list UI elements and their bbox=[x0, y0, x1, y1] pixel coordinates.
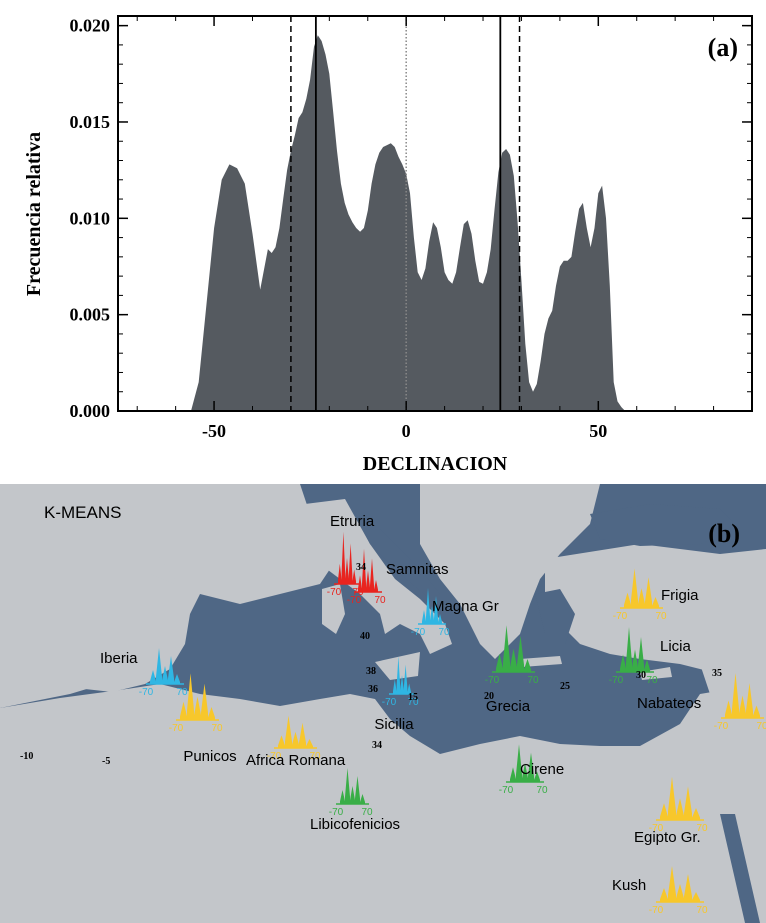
region-label: Magna Gr bbox=[432, 598, 499, 615]
histogram-max-label: 70 bbox=[696, 823, 708, 834]
y-tick-label: 0.000 bbox=[70, 401, 111, 421]
region-label: Africa Romana bbox=[246, 752, 346, 769]
region-label: Etruria bbox=[330, 513, 375, 530]
histogram-8 bbox=[620, 627, 650, 672]
y-tick-label: 0.010 bbox=[70, 208, 111, 228]
reference-number: 34 bbox=[372, 740, 382, 751]
histogram-13 bbox=[660, 776, 700, 820]
region-label: Samnitas bbox=[386, 561, 449, 578]
region-label: Sicilia bbox=[374, 716, 414, 733]
declination-histogram: -50 0 50 0.000 0.005 0.010 0.015 0.020 (a) DEC… bbox=[23, 15, 753, 475]
histogram-0 bbox=[338, 531, 356, 584]
histogram-min-label: -70 bbox=[327, 587, 342, 598]
histogram-min-label: -70 bbox=[382, 697, 397, 708]
histogram-max-label: 70 bbox=[211, 723, 223, 734]
reference-number: 25 bbox=[560, 681, 570, 692]
kmeans-map: -70 70 -70 70 -70 70 -70 70 -70 70 -70 70 -70 70 -70 70… bbox=[0, 484, 766, 923]
reference-number: 36 bbox=[368, 684, 378, 695]
region-label: Punicos bbox=[183, 748, 236, 765]
histogram-max-label: 70 bbox=[527, 675, 539, 686]
histogram-min-label: -70 bbox=[411, 627, 426, 638]
y-tick-label: 0.020 bbox=[70, 16, 111, 36]
reference-number: 38 bbox=[366, 666, 376, 677]
histogram-min-label: -70 bbox=[613, 611, 628, 622]
reference-number: 35 bbox=[712, 668, 722, 679]
histogram-7 bbox=[624, 568, 659, 608]
histogram-max-label: 70 bbox=[646, 675, 658, 686]
histogram-max-label: 70 bbox=[696, 905, 708, 916]
histogram-max-label: 70 bbox=[176, 687, 188, 698]
x-tick-label: 50 bbox=[589, 421, 607, 441]
histogram-min-label: -70 bbox=[329, 807, 344, 818]
y-tick-label: 0.005 bbox=[70, 305, 111, 325]
inner-seas bbox=[360, 504, 760, 923]
reference-lines bbox=[290, 16, 521, 411]
histogram-2 bbox=[422, 588, 442, 624]
histogram-max-label: 70 bbox=[655, 611, 667, 622]
histogram-10 bbox=[278, 715, 313, 748]
reference-number: 15 bbox=[408, 692, 418, 703]
reference-number: 34 bbox=[356, 562, 366, 573]
histogram-min-label: -70 bbox=[649, 905, 664, 916]
histogram-max-label: 70 bbox=[374, 595, 386, 606]
x-axis-label: DECLINACION bbox=[363, 453, 508, 475]
histogram-max-label: 70 bbox=[309, 751, 321, 762]
reference-numbers: -10 -5 34 40 38 36 15 20 25 30 35 34 bbox=[20, 562, 722, 767]
histogram-min-label: -70 bbox=[267, 751, 282, 762]
histogram-max-label: 70 bbox=[536, 785, 548, 796]
histogram-max-label: 70 bbox=[361, 807, 373, 818]
region-label: Grecia bbox=[486, 698, 531, 715]
histogram-14 bbox=[660, 866, 700, 902]
histogram-max-label: 70 bbox=[407, 697, 419, 708]
histogram-min-label: -70 bbox=[649, 823, 664, 834]
reference-number: 20 bbox=[484, 691, 494, 702]
region-label: Cirene bbox=[520, 761, 564, 778]
histogram-max-label: 70 bbox=[756, 721, 766, 732]
histogram-max-label: 70 bbox=[438, 627, 450, 638]
plot-area bbox=[191, 35, 626, 412]
histogram-1 bbox=[358, 548, 378, 592]
frequency-area bbox=[191, 35, 626, 412]
histogram-min-label: -70 bbox=[609, 675, 624, 686]
histogram-min-label: -70 bbox=[347, 595, 362, 606]
region-label: Kush bbox=[612, 877, 646, 894]
histogram-9 bbox=[725, 673, 760, 718]
y-tick-label: 0.015 bbox=[70, 112, 111, 132]
histogram-11 bbox=[340, 768, 365, 804]
reference-number: 40 bbox=[360, 631, 370, 642]
region-label: Frigia bbox=[661, 587, 699, 604]
x-tick-label: -50 bbox=[202, 421, 226, 441]
region-labels: Etruria Samnitas Magna Gr Iberia Punicos Sici… bbox=[100, 513, 701, 894]
x-axis-ticks: -50 0 50 bbox=[136, 16, 753, 441]
panel-label-a: (a) bbox=[708, 33, 738, 62]
region-label: Egipto Gr. bbox=[634, 829, 701, 846]
region-label: Libicofenicios bbox=[310, 816, 400, 833]
histogram-min-label: -70 bbox=[714, 721, 729, 732]
y-axis-label: Frecuencia relativa bbox=[23, 132, 45, 296]
plot-frame bbox=[117, 15, 753, 412]
region-label: Iberia bbox=[100, 650, 138, 667]
histogram-min-label: -70 bbox=[139, 687, 154, 698]
histogram-min-label: -70 bbox=[485, 675, 500, 686]
histogram-min-label: -70 bbox=[499, 785, 514, 796]
region-label: Nabateos bbox=[637, 695, 701, 712]
region-label: Licia bbox=[660, 638, 692, 655]
panel-label-b: (b) bbox=[708, 519, 740, 548]
histogram-min-label: -70 bbox=[169, 723, 184, 734]
map-title: K-MEANS bbox=[44, 503, 121, 522]
y-axis-ticks: 0.000 0.005 0.010 0.015 0.020 bbox=[70, 16, 752, 421]
reference-number: -5 bbox=[102, 756, 110, 767]
reference-number: 30 bbox=[636, 670, 646, 681]
reference-number: -10 bbox=[20, 751, 33, 762]
land-masses bbox=[0, 484, 766, 923]
histogram-3 bbox=[150, 648, 180, 684]
x-tick-label: 0 bbox=[402, 421, 411, 441]
